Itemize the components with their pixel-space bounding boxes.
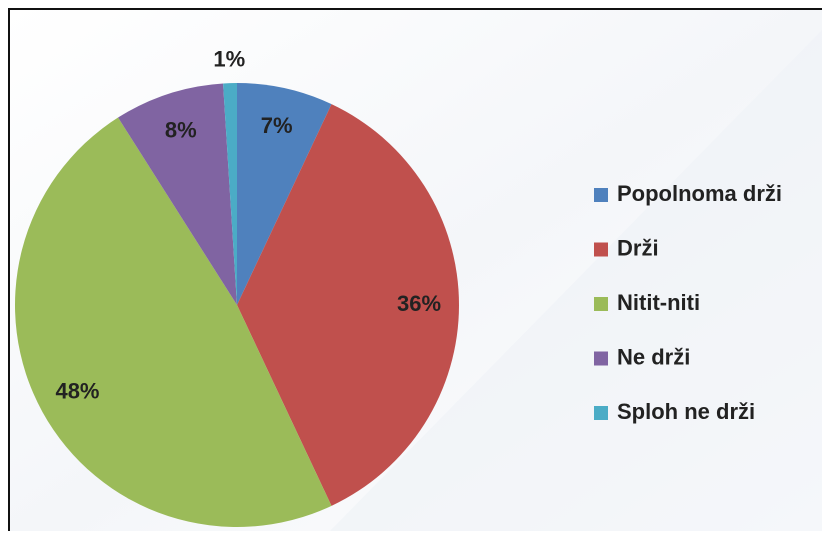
data-label: 1%	[213, 47, 245, 72]
background-shape	[330, 30, 822, 531]
legend-swatch	[594, 188, 608, 202]
legend-swatch	[594, 406, 608, 420]
pie-slice	[237, 104, 460, 506]
legend-label: Popolnoma drži	[617, 181, 782, 206]
legend-swatch	[594, 351, 608, 366]
legend-label: Nitit-niti	[617, 290, 700, 315]
legend-label: Ne drži	[617, 344, 690, 369]
data-label: 7%	[261, 113, 293, 138]
data-label: 8%	[165, 118, 197, 143]
legend-swatch	[594, 297, 608, 311]
pie-slice	[118, 83, 237, 305]
legend-label: Sploh ne drži	[617, 399, 755, 424]
pie-slice	[14, 117, 332, 528]
data-label: 36%	[397, 291, 441, 316]
pie-slice	[223, 83, 237, 305]
pie-slice	[237, 83, 332, 305]
legend-label: Drži	[617, 235, 659, 260]
data-label: 48%	[55, 379, 99, 404]
legend-swatch	[594, 242, 608, 257]
